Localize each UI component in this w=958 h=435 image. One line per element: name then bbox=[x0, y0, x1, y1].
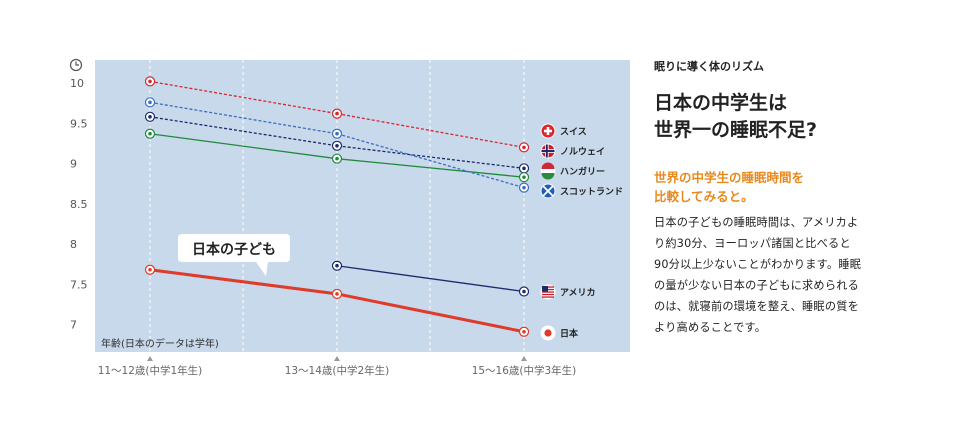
series-line-usa bbox=[336, 265, 525, 293]
x-tick-label: 13〜14歳(中学2年生) bbox=[285, 364, 390, 377]
x-tick-label: 11〜12歳(中学1年生) bbox=[98, 364, 203, 377]
japan-callout: 日本の子ども bbox=[178, 234, 290, 276]
data-point bbox=[518, 326, 530, 337]
series-points bbox=[144, 76, 530, 337]
x-tick-labels: 11〜12歳(中学1年生) 13〜14歳(中学2年生) 15〜16歳(中学3年生) bbox=[98, 356, 577, 377]
japan-flag-icon bbox=[540, 325, 556, 341]
legend-label: スイス bbox=[560, 127, 587, 138]
scotland-flag-icon bbox=[540, 183, 556, 199]
series-line-swiss bbox=[149, 80, 525, 149]
x-tick-label: 15〜16歳(中学3年生) bbox=[472, 364, 577, 377]
data-point bbox=[331, 288, 343, 300]
swiss-flag-icon bbox=[540, 123, 556, 139]
subhead: 世界の中学生の睡眠時間を 比較してみると。 bbox=[654, 170, 805, 204]
legend-label: ハンガリー bbox=[560, 166, 605, 178]
y-tick-label: 7 bbox=[70, 319, 77, 332]
legend-label: 日本 bbox=[560, 328, 579, 340]
data-point bbox=[518, 142, 530, 153]
y-tick-label: 8.5 bbox=[70, 198, 88, 211]
legend-label: アメリカ bbox=[560, 288, 596, 299]
x-tick-marker bbox=[334, 356, 340, 361]
y-tick-labels: 10 9.5 9 8.5 8 7.5 7 bbox=[70, 77, 88, 332]
norway-flag-icon bbox=[540, 143, 556, 159]
y-tick-label: 10 bbox=[70, 77, 84, 90]
clock-icon bbox=[69, 58, 83, 72]
plot-background bbox=[95, 60, 630, 352]
data-point bbox=[144, 76, 156, 87]
data-point bbox=[331, 108, 343, 119]
data-point bbox=[518, 182, 530, 193]
data-point bbox=[518, 163, 530, 174]
callout-label: 日本の子ども bbox=[192, 241, 276, 258]
legend-label: スコットランド bbox=[560, 187, 623, 198]
side-panel: 眠りに導く体のリズム 日本の中学生は 世界一の睡眠不足? 世界の中学生の睡眠時間… bbox=[654, 58, 954, 338]
legend-label: ノルウェイ bbox=[560, 147, 605, 158]
data-point bbox=[518, 172, 530, 183]
kicker: 眠りに導く体のリズム bbox=[654, 60, 764, 73]
data-point bbox=[331, 128, 343, 139]
sleep-chart: 109.598.587.57 スイスノルウェイハンガリースコットランドアメリカ日… bbox=[69, 58, 630, 377]
x-tick-marker bbox=[521, 356, 527, 361]
data-point bbox=[331, 153, 343, 164]
headline: 日本の中学生は 世界一の睡眠不足? bbox=[654, 92, 818, 141]
y-tick-label: 9.5 bbox=[70, 117, 88, 130]
body-text: 日本の子どもの睡眠時間は、アメリカよ り約30分、ヨーロッパ諸国と比べると 90… bbox=[654, 216, 862, 334]
data-point bbox=[518, 286, 530, 297]
data-point bbox=[144, 97, 156, 108]
x-tick-marker bbox=[147, 356, 153, 361]
usa-flag-icon bbox=[540, 284, 556, 300]
y-tick-label: 9 bbox=[70, 158, 77, 171]
data-point bbox=[331, 260, 343, 271]
x-axis-label: 年齢(日本のデータは学年) bbox=[101, 337, 219, 350]
data-point bbox=[144, 264, 156, 275]
y-tick-label: 7.5 bbox=[70, 278, 88, 291]
hungary-flag-icon bbox=[540, 162, 556, 180]
data-point bbox=[144, 111, 156, 122]
y-tick-label: 8 bbox=[70, 238, 77, 251]
data-point bbox=[144, 128, 156, 139]
data-point bbox=[331, 140, 343, 151]
